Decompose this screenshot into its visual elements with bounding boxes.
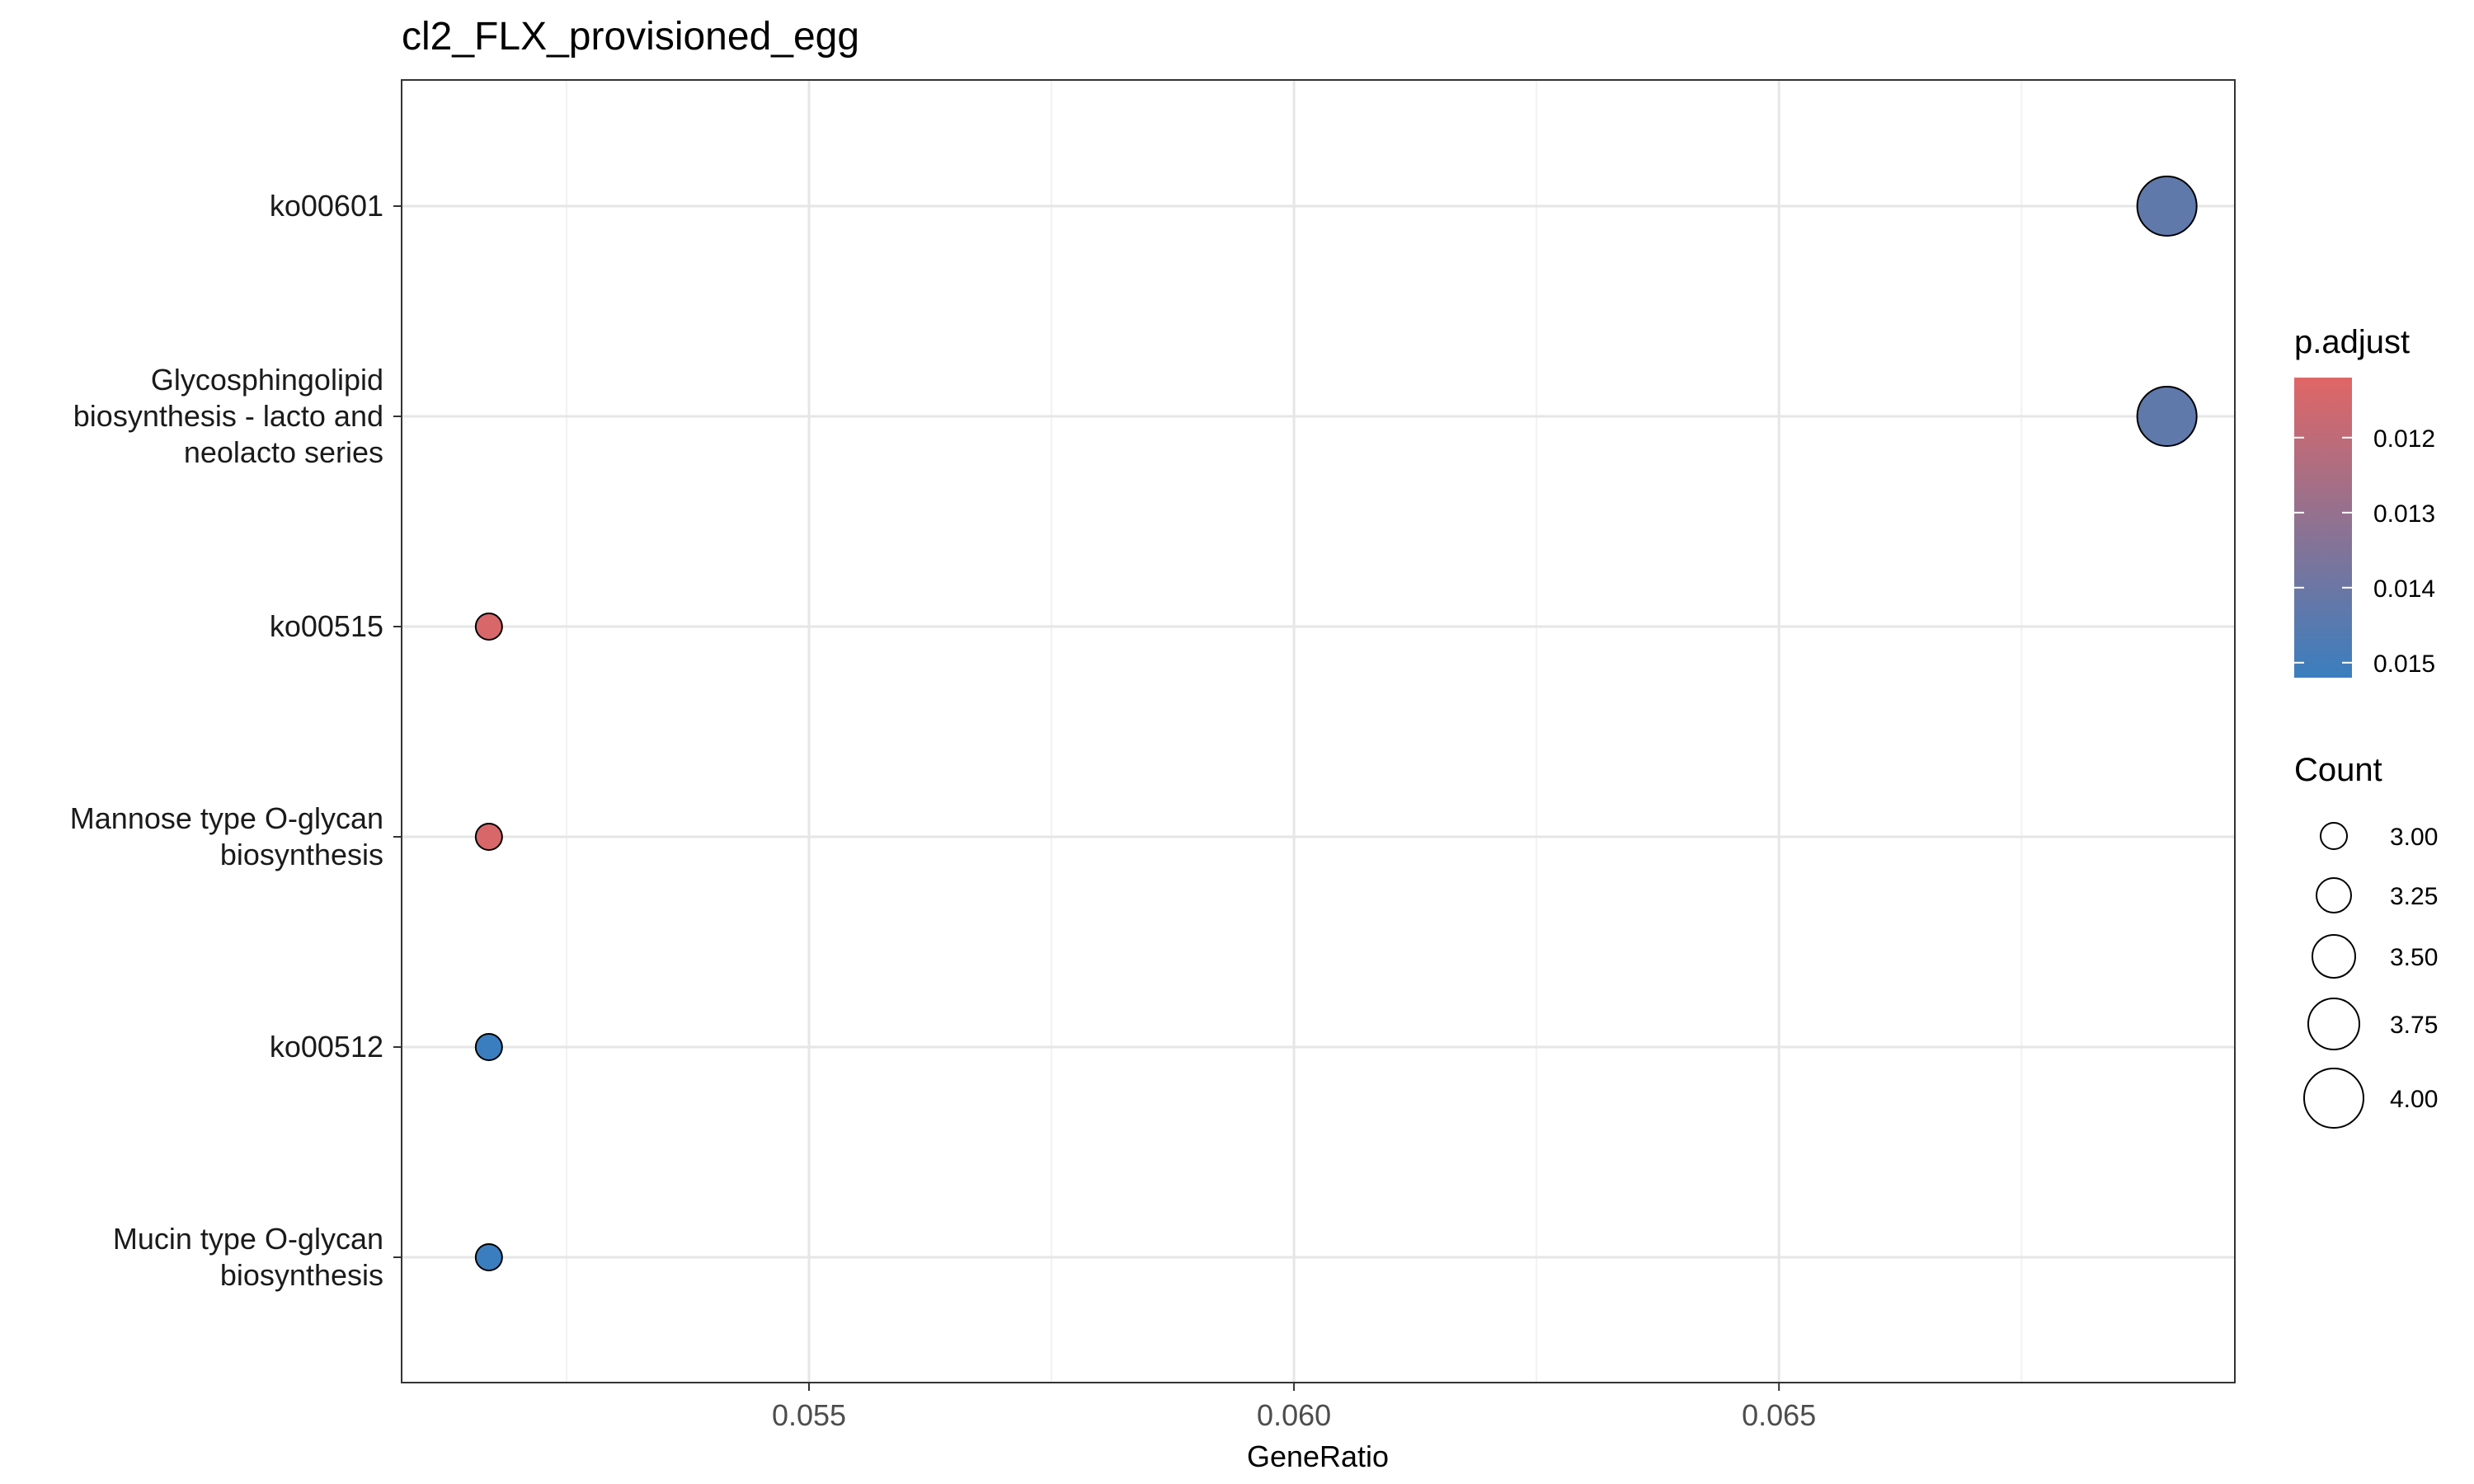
size-legend-key (2312, 934, 2356, 979)
x-axis-label: GeneRatio (1247, 1439, 1389, 1473)
y-tick-label: Mucin type O-glycan (113, 1222, 383, 1256)
color-legend-bar (2294, 378, 2352, 678)
color-legend-title: p.adjust (2294, 324, 2410, 360)
y-tick-label: ko00515 (270, 609, 383, 643)
size-legend-label: 3.50 (2390, 944, 2438, 971)
data-point (474, 823, 503, 851)
size-legend-label: 3.00 (2390, 824, 2438, 851)
chart-title: cl2_FLX_provisioned_egg (402, 15, 859, 59)
data-points (474, 176, 2198, 1271)
y-tick-label: biosynthesis (220, 838, 383, 871)
data-point (474, 1033, 503, 1061)
size-legend-key (2307, 998, 2360, 1050)
size-legend-key (2320, 822, 2348, 850)
x-tick-label: 0.065 (1742, 1398, 1816, 1432)
size-legend-label: 4.00 (2390, 1086, 2438, 1113)
x-axis: 0.055 0.060 0.065 (772, 1383, 1816, 1432)
size-legend-key (2303, 1068, 2364, 1129)
color-legend: p.adjust 0.012 0.013 0.014 0.015 (2294, 324, 2435, 678)
size-legend-label: 3.25 (2390, 883, 2438, 910)
data-point (474, 1243, 503, 1271)
data-point (474, 613, 503, 641)
plot-border (401, 79, 2236, 1383)
color-legend-ticks: 0.012 0.013 0.014 0.015 (2294, 425, 2435, 678)
y-tick-label: Glycosphingolipid (151, 363, 383, 397)
color-legend-tick-label: 0.015 (2373, 650, 2435, 678)
data-point (2136, 176, 2198, 237)
size-legend-key (2316, 877, 2352, 913)
color-legend-tick-label: 0.014 (2373, 575, 2435, 603)
color-legend-tick-label: 0.013 (2373, 500, 2435, 528)
y-tick-label: biosynthesis (220, 1258, 383, 1292)
grid-lines (402, 80, 2235, 1383)
y-tick-label: Mannose type O-glycan (70, 801, 383, 835)
size-legend-title: Count (2294, 752, 2382, 788)
x-tick-label: 0.060 (1257, 1398, 1331, 1432)
y-tick-label: biosynthesis - lacto and (73, 399, 383, 433)
size-legend: Count 3.00 3.25 3.50 3.75 4.00 (2294, 752, 2438, 1129)
y-tick-label: ko00512 (270, 1030, 383, 1064)
y-tick-label: ko00601 (270, 189, 383, 223)
size-legend-keys: 3.00 3.25 3.50 3.75 4.00 (2303, 822, 2438, 1129)
data-point (2136, 386, 2198, 447)
y-tick-label: neolacto series (184, 435, 383, 469)
x-tick-label: 0.055 (772, 1398, 846, 1432)
color-legend-tick-label: 0.012 (2373, 425, 2435, 453)
size-legend-label: 3.75 (2390, 1012, 2438, 1039)
plot-panel (402, 80, 2235, 1383)
